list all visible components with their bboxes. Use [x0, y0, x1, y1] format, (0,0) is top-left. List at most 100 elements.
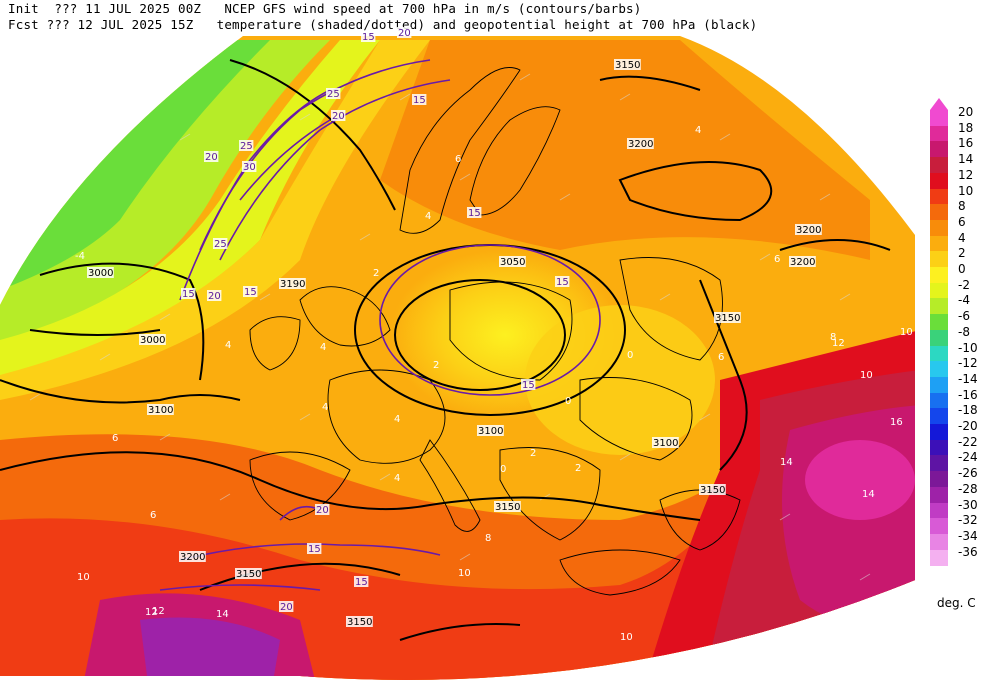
height-label-bg: [346, 616, 373, 627]
temp-label: 4: [322, 402, 328, 413]
temp-label: 12: [832, 338, 845, 349]
temp-label: 0: [627, 350, 633, 361]
temp-label: 10: [900, 327, 913, 338]
temp-label: 8: [485, 533, 491, 544]
wind-label-bg: [412, 94, 427, 105]
temp-label: 4: [225, 340, 231, 351]
height-label-bg: [789, 256, 816, 267]
wind-label: 15: [355, 577, 368, 588]
height-label-bg: [699, 484, 726, 495]
colorbar-swatch: [930, 314, 948, 331]
height-label-bg: [795, 224, 822, 235]
wind-label: 25: [214, 239, 227, 250]
colorbar-label: -24: [958, 450, 978, 465]
temp-label: 6: [455, 154, 461, 165]
temp-label: 10: [458, 568, 471, 579]
temp-label: 4: [425, 211, 431, 222]
height-label: 3200: [796, 225, 821, 236]
wind-label-bg: [315, 504, 330, 515]
wind-label-bg: [307, 543, 322, 554]
wind-label: 25: [240, 141, 253, 152]
colorbar-label: 10: [958, 183, 974, 198]
colorbar-label: -30: [958, 497, 978, 512]
temp-label: 2: [530, 448, 536, 459]
colorbar-label: 12: [958, 167, 974, 182]
colorbar-swatch: [930, 235, 948, 252]
colorbar-swatch: [930, 267, 948, 284]
height-label: 3150: [715, 313, 740, 324]
temp-label: 12: [145, 607, 158, 618]
colorbar-swatch: [930, 361, 948, 378]
wind-label-bg: [361, 31, 376, 42]
height-label-bg: [477, 425, 504, 436]
height-label-bg: [499, 256, 526, 267]
colorbar-units: deg. C: [937, 596, 976, 610]
wind-label-bg: [326, 88, 341, 99]
colorbar-label: -32: [958, 513, 978, 528]
temp-label: 16: [890, 417, 903, 428]
colorbar-label: 4: [958, 230, 966, 245]
colorbar-swatch: [930, 392, 948, 409]
height-label-bg: [494, 501, 521, 512]
colorbar-label: 18: [958, 120, 974, 135]
wind-label: 15: [244, 287, 257, 298]
wind-label: 20: [280, 602, 293, 613]
colorbar-label: 2: [958, 246, 966, 261]
wind-label-bg: [181, 288, 196, 299]
colorbar-swatch: [930, 282, 948, 299]
wind-label-bg: [204, 151, 219, 162]
temp-label: 4: [394, 473, 400, 484]
height-label: 3100: [148, 405, 173, 416]
colorbar-swatch: [930, 188, 948, 205]
temp-label: 10: [620, 632, 633, 643]
colorbar-label: -8: [958, 324, 970, 339]
wind-label: 15: [468, 208, 481, 219]
wind-label-bg: [331, 110, 346, 121]
wind-label-bg: [243, 286, 258, 297]
temp-label: 6: [112, 433, 118, 444]
temp-label: 4: [320, 342, 326, 353]
height-label-bg: [87, 267, 114, 278]
height-label: 3200: [790, 257, 815, 268]
colorbar-label: 20: [958, 105, 974, 119]
height-label-bg: [652, 437, 679, 448]
colorbar-top-arrow: [930, 98, 948, 110]
colorbar-label: -14: [958, 371, 978, 386]
height-label: 3150: [700, 485, 725, 496]
temp-label: -4: [75, 251, 85, 262]
wind-label: 15: [556, 277, 569, 288]
wind-label: 20: [316, 505, 329, 516]
map-labels: 3150320032003200319030003000305031003100…: [75, 27, 913, 643]
colorbar-swatch: [930, 298, 948, 315]
colorbar-swatch: [930, 204, 948, 221]
temp-label: 0: [500, 464, 506, 475]
height-label-bg: [139, 334, 166, 345]
colorbar-swatch: [930, 251, 948, 268]
height-label: 3200: [180, 552, 205, 563]
header-forecast-line: Fcst ??? 12 JUL 2025 15Z temperature (sh…: [8, 17, 758, 32]
wind-label: 20: [398, 28, 411, 39]
height-label-bg: [714, 312, 741, 323]
height-label: 3100: [653, 438, 678, 449]
height-label: 3150: [236, 569, 261, 580]
colorbar-label: -10: [958, 340, 978, 355]
wind-label: 20: [332, 111, 345, 122]
colorbar-swatch: [930, 157, 948, 174]
temp-label: 8: [830, 332, 836, 343]
temp-label: 14: [216, 609, 229, 620]
height-label-bg: [627, 138, 654, 149]
height-label: 3150: [495, 502, 520, 513]
height-label-bg: [279, 278, 306, 289]
wind-label-bg: [207, 290, 222, 301]
wind-label-bg: [239, 140, 254, 151]
colorbar-label: -34: [958, 528, 978, 543]
colorbar-swatch: [930, 471, 948, 488]
temp-label: 6: [150, 510, 156, 521]
temperature-shading: [0, 36, 915, 680]
colorbar-label: -6: [958, 309, 970, 324]
temp-label: 14: [780, 457, 793, 468]
wind-label: 15: [308, 544, 321, 555]
colorbar-label: -4: [958, 293, 970, 308]
colorbar-swatch: [930, 141, 948, 158]
